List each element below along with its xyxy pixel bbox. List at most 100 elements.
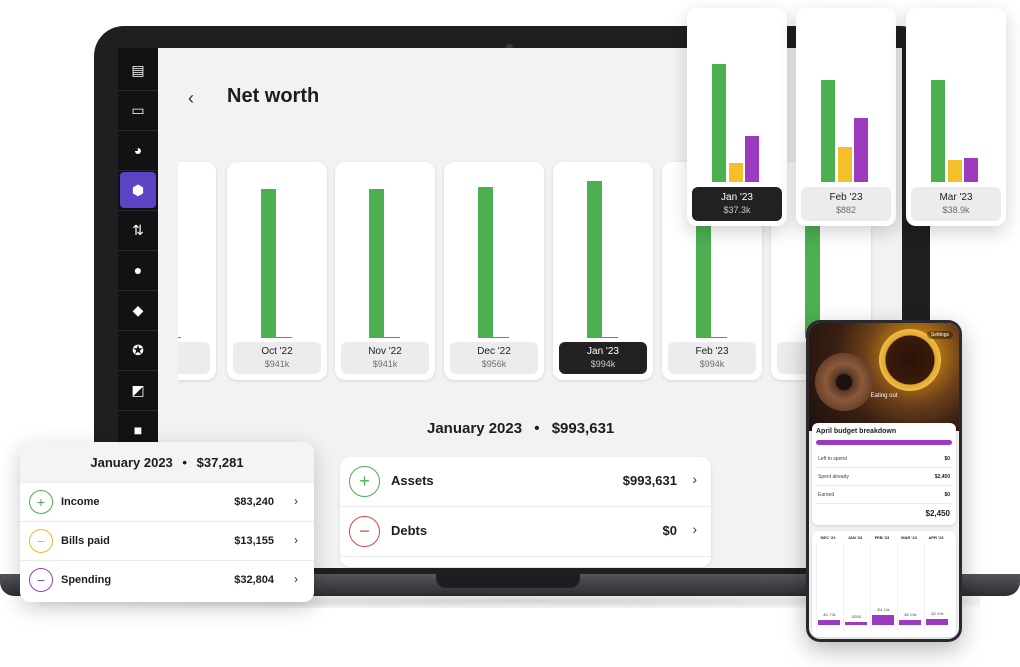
budget-total: $2,450 (925, 509, 950, 518)
pie-chart-icon: ◕ (133, 142, 143, 158)
phone-device: Settings Eating out April budget breakdo… (806, 320, 962, 642)
month-value: $994k (590, 359, 616, 369)
budget-row-value: $2,450 (934, 474, 950, 480)
phone-month-label: JAN '23 (847, 535, 863, 540)
chevron-right-icon: › (294, 494, 298, 508)
cash-flow-month: January 2023 (90, 455, 173, 470)
month-card[interactable]: Oct '22 $941k (227, 162, 327, 380)
spending-bar (964, 158, 978, 182)
month-label-box: Nov '22 $941k (341, 342, 429, 374)
chat-icon: ◩ (131, 381, 145, 398)
cube-icon: ⬢ (131, 181, 145, 198)
month-card[interactable]: Nov '22 $941k (335, 162, 435, 380)
card-icon: ▭ (131, 101, 145, 118)
sidebar-divider (118, 330, 158, 331)
phone-month-column[interactable]: -$4.14k (870, 543, 894, 631)
bills-bar (838, 147, 852, 182)
month-label: Oct '22 (261, 346, 293, 357)
cash-flow-row-income[interactable]: + Income $83,240 › (20, 482, 314, 521)
month-card[interactable]: Jan '23 $994k (553, 162, 653, 380)
sidebar-item-6[interactable]: ◆ (120, 292, 156, 328)
plus-icon: + (349, 466, 380, 497)
budget-progress-bar (816, 440, 952, 445)
sidebar-divider (118, 210, 158, 211)
sidebar-item-7[interactable]: ✪ (120, 332, 156, 368)
spending-bar (872, 615, 894, 625)
laptop-notch (436, 574, 580, 588)
row-label: Assets (391, 473, 434, 488)
cash-flow-row-bills-paid[interactable]: − Bills paid $13,155 › (20, 521, 314, 560)
net-worth-bar (369, 189, 384, 338)
budget-row-value: $0 (944, 456, 950, 462)
phone-month-value: -$350 (850, 614, 862, 619)
month-label: Dec '22 (477, 346, 511, 357)
camera-dot (506, 44, 513, 51)
phone-month-label: APR '23 (928, 535, 944, 540)
back-button[interactable]: ‹ (188, 88, 194, 108)
month-value: $941k (264, 359, 290, 369)
spending-bar (926, 619, 948, 625)
sidebar-item-1[interactable]: ▭ (120, 92, 156, 128)
cash-flow-summary-header: January 2023 • $37,281 (20, 442, 314, 482)
budget-row-value: $0 (944, 492, 950, 498)
spending-bar (899, 620, 921, 625)
cash-flow-label-box: Jan '23 $37.3k (692, 187, 782, 221)
sidebar-item-3[interactable]: ⬢ (120, 172, 156, 208)
coffee-cup-illustration (879, 329, 941, 391)
category-hero-image: Settings Eating out (809, 323, 959, 431)
cash-flow-card[interactable]: Mar '23 $38.9k (906, 8, 1006, 226)
hero-settings-button[interactable]: Settings (926, 331, 953, 339)
phone-month-label: MAR '23 (901, 535, 917, 540)
minus-icon: − (29, 568, 53, 592)
sidebar-item-5[interactable]: ● (120, 252, 156, 288)
budget-row-label: Spent already (818, 474, 849, 480)
sidebar-item-4[interactable]: ⇅ (120, 212, 156, 248)
month-label-box: 2k (178, 342, 210, 374)
month-card[interactable]: Dec '22 $956k (444, 162, 544, 380)
phone-month-column[interactable]: -$1.73k (816, 543, 840, 631)
cash-flow-label-box: Feb '23 $882 (801, 187, 891, 221)
budget-row-label: Left to spend (818, 456, 847, 462)
minus-icon: − (349, 516, 380, 547)
debt-bar (602, 337, 618, 338)
spending-bar (745, 136, 759, 182)
page-title: Net worth (227, 85, 320, 107)
row-label: Debts (391, 523, 428, 538)
budget-breakdown-card: April budget breakdown Left to spend $0 Sp… (812, 423, 956, 525)
net-worth-bar (261, 189, 276, 338)
summary-total: $993,631 (551, 420, 615, 437)
phone-month-column[interactable]: -$2.03k (897, 543, 921, 631)
sidebar-item-9[interactable]: ■ (120, 412, 156, 448)
phone-month-column[interactable]: -$350 (843, 543, 867, 631)
breakdown-row-assets[interactable]: + Assets $993,631 › (340, 457, 711, 507)
month-value: $956k (481, 359, 507, 369)
phone-month-value: -$2.03k (903, 612, 917, 617)
spending-bar (818, 620, 840, 625)
spending-bar (854, 118, 868, 182)
cash-flow-card[interactable]: Jan '23 $37.3k (687, 8, 787, 226)
cash-flow-row-spending[interactable]: − Spending $32,804 › (20, 560, 314, 599)
sidebar-item-8[interactable]: ◩ (120, 372, 156, 408)
debt-bar (711, 337, 727, 338)
cash-flow-card[interactable]: Feb '23 $882 (796, 8, 896, 226)
cash-flow-month-value: $882 (835, 205, 857, 215)
phone-month-column[interactable]: -$2.49k (924, 543, 948, 631)
plus-icon: + (29, 490, 53, 514)
debt-bar (276, 337, 292, 338)
budget-title: April budget breakdown (816, 428, 897, 435)
sidebar-divider (118, 290, 158, 291)
cash-flow-label-box: Mar '23 $38.9k (911, 187, 1001, 221)
cash-flow-separator: • (182, 455, 187, 470)
month-label: Feb '23 (695, 346, 729, 357)
sidebar-item-0[interactable]: ▤ (120, 52, 156, 88)
cash-flow-month-label: Mar '23 (939, 192, 973, 203)
sidebar-item-2[interactable]: ◕ (120, 132, 156, 168)
minus-icon: − (29, 529, 53, 553)
month-card[interactable]: 2k (178, 162, 216, 380)
debt-bar (493, 337, 509, 338)
net-worth-bar (587, 181, 602, 338)
bag-icon: ◆ (132, 301, 144, 318)
breakdown-row-debts[interactable]: − Debts $0 › (340, 507, 711, 557)
phone-month-value: -$1.73k (822, 612, 836, 617)
chevron-right-icon: › (294, 572, 298, 586)
